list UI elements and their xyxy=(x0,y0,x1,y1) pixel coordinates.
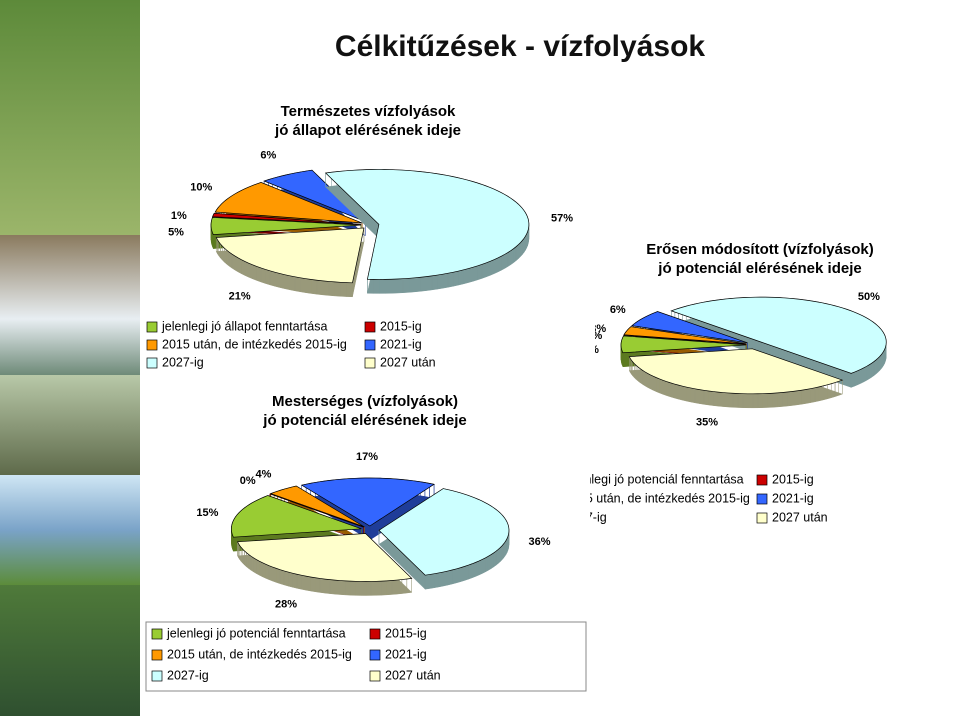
slice xyxy=(214,182,363,224)
legend-label: 2021-ig xyxy=(772,491,814,505)
legend-label: 2027-ig xyxy=(162,355,204,369)
data-label: 6% xyxy=(610,304,626,316)
legend-swatch xyxy=(756,474,768,486)
photo xyxy=(0,585,140,716)
charts: Erősen módosított (vízfolyások) jó potenc… xyxy=(140,95,960,692)
chart-title: jó állapot elérésének ideje xyxy=(274,122,461,139)
legend-swatch xyxy=(151,628,163,640)
data-label: 36% xyxy=(528,536,550,548)
legend-swatch xyxy=(364,321,376,333)
legend-swatch xyxy=(151,649,163,661)
data-label: 0% xyxy=(240,475,256,487)
data-label: 21% xyxy=(229,290,251,302)
slice xyxy=(236,533,413,582)
data-label: 35% xyxy=(696,416,718,428)
legend-label: 2015 után, de intézkedés 2015-ig xyxy=(162,337,347,351)
chart-title: jó potenciál elérésének ideje xyxy=(657,260,861,277)
data-label: 57% xyxy=(551,212,573,224)
slice xyxy=(269,493,364,528)
legend-swatch xyxy=(756,512,768,524)
photo xyxy=(0,475,140,585)
legend-label: jelenlegi jó potenciál fenntartása xyxy=(166,626,346,640)
data-label: 1% xyxy=(171,210,187,222)
slide-title: Célkitűzések - vízfolyások xyxy=(335,30,705,63)
data-label: 10% xyxy=(190,181,212,193)
slice xyxy=(269,485,365,528)
legend-label: 2021-ig xyxy=(385,647,427,661)
data-label: 15% xyxy=(196,507,218,519)
legend-swatch xyxy=(146,357,158,369)
chart-title: Erősen módosított (vízfolyások) xyxy=(646,241,874,258)
chart-title: Mesterséges (vízfolyások) xyxy=(272,393,458,410)
chart-title: jó potenciál elérésének ideje xyxy=(262,412,466,429)
chart: Természetes vízfolyások jó állapot elérés… xyxy=(140,95,595,372)
legend-label: 2015-ig xyxy=(380,319,422,333)
chart: Mesterséges (vízfolyások) jó potenciál el… xyxy=(140,380,590,692)
slice xyxy=(378,488,510,576)
data-label: 5% xyxy=(168,226,184,238)
chart-title: Természetes vízfolyások xyxy=(281,103,456,120)
legend-swatch xyxy=(369,628,381,640)
data-label: 28% xyxy=(275,598,297,610)
slice xyxy=(231,495,362,538)
legend-swatch xyxy=(146,321,158,333)
legend-swatch xyxy=(756,493,768,505)
legend-swatch xyxy=(369,649,381,661)
legend-label: 2015 után, de intézkedés 2015-ig xyxy=(167,647,352,661)
slice xyxy=(623,326,747,345)
legend-label: 2015 után, de intézkedés 2015-ig xyxy=(565,491,750,505)
photo xyxy=(0,375,140,475)
legend-label: 2015-ig xyxy=(385,626,427,640)
slice xyxy=(670,296,887,374)
legend-label: 2027 után xyxy=(380,355,436,369)
chart: Erősen módosított (vízfolyások) jó potenc… xyxy=(545,235,960,530)
slice xyxy=(212,212,362,225)
slice xyxy=(263,169,366,222)
legend-box xyxy=(145,621,587,692)
data-label: 6% xyxy=(260,150,276,162)
slice xyxy=(300,477,435,527)
slice xyxy=(620,335,747,354)
slice xyxy=(631,311,748,344)
slice xyxy=(623,334,747,345)
legend-swatch xyxy=(364,339,376,351)
photo xyxy=(0,0,140,235)
data-label: 50% xyxy=(858,291,880,303)
legend-label: 2027 után xyxy=(385,668,441,682)
legend-swatch xyxy=(146,339,158,351)
legend-label: 2021-ig xyxy=(380,337,422,351)
data-label: 4% xyxy=(256,468,272,480)
legend-swatch xyxy=(151,670,163,682)
legend-label: 2027-ig xyxy=(167,668,209,682)
legend-swatch xyxy=(364,357,376,369)
legend-swatch xyxy=(369,670,381,682)
slice xyxy=(324,169,530,280)
legend-label: 2027 után xyxy=(772,510,828,524)
slice xyxy=(628,348,844,395)
legend-label: jelenlegi jó potenciál fenntartása xyxy=(564,472,744,486)
photo xyxy=(0,235,140,375)
slice xyxy=(215,227,365,284)
data-label: 17% xyxy=(356,451,378,463)
legend-label: 2015-ig xyxy=(772,472,814,486)
slice xyxy=(210,217,362,235)
legend-label: jelenlegi jó állapot fenntartása xyxy=(161,319,327,333)
